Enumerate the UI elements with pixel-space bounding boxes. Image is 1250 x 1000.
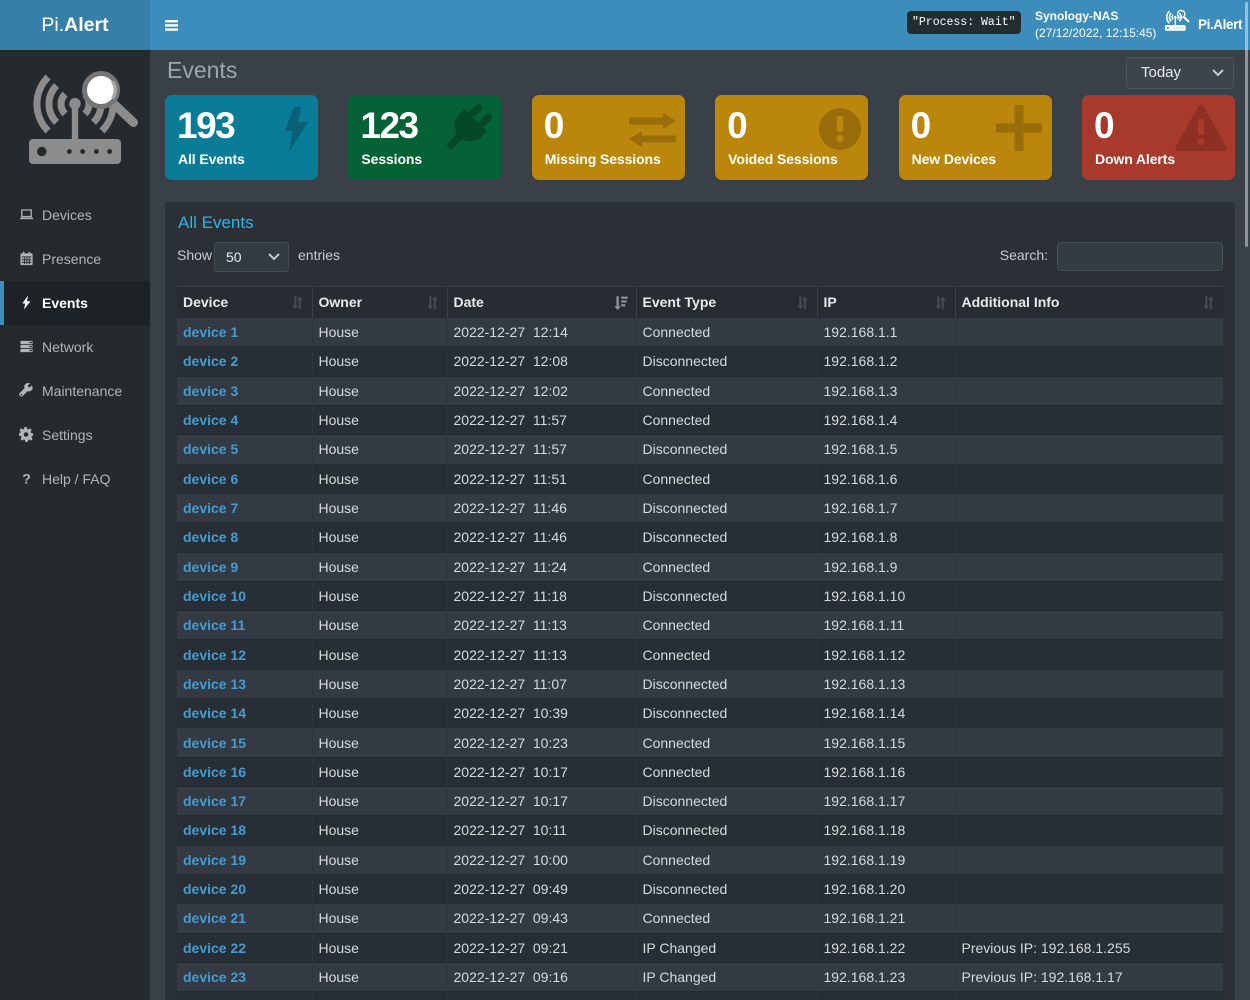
svg-text:?: ?	[22, 471, 31, 486]
